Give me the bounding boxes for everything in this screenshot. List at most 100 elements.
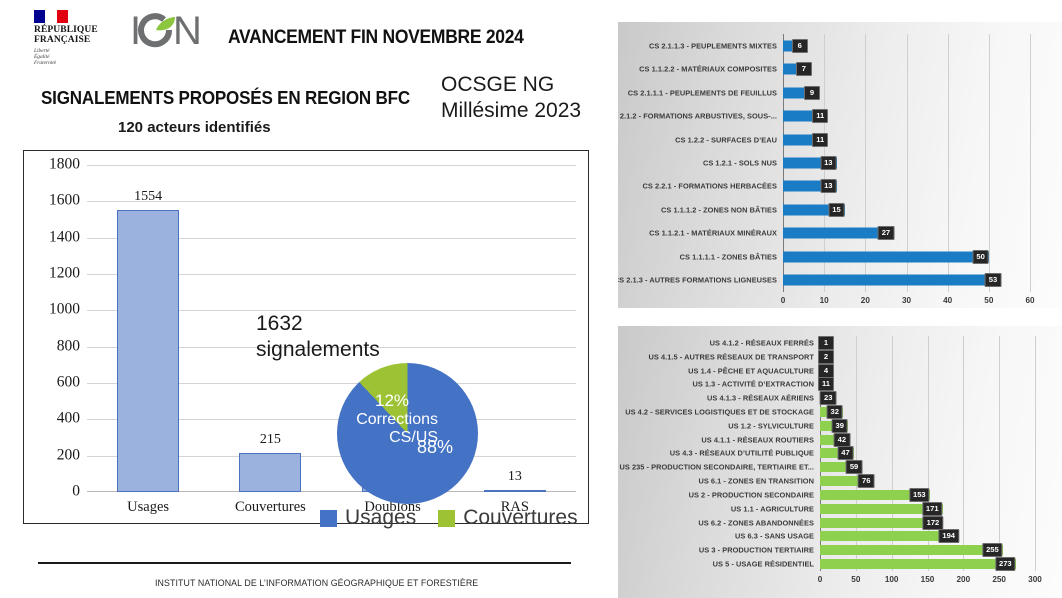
y-axis-tick: 1800	[49, 155, 80, 173]
svg-text:I: I	[131, 9, 141, 52]
category-label: US 4.1.2 - RÉSEAUX FERRÉS	[709, 338, 814, 348]
chart-row: US 6.3 - SANS USAGE 194	[735, 529, 1035, 544]
bar[interactable]	[820, 503, 943, 514]
bar-value-badge: 27	[877, 226, 895, 241]
chart-row: US 6.2 - ZONES ABANDONNÉES 172	[698, 515, 1035, 530]
gridline	[87, 346, 576, 348]
bar-value-badge: 11	[812, 132, 829, 147]
category-label: US 3 - PRODUCTION TERTIAIRE	[698, 545, 814, 555]
bar-value-badge: 172	[922, 515, 944, 530]
pie-center-title: Corrections CS/US	[356, 411, 438, 446]
total-signalements-annotation: 1632 signalements	[256, 311, 426, 363]
usage-du-sol-chart-panel: 0 50 100 150 200 250 300 US 4.1.2 - RÉSEAUX FER…	[618, 326, 1062, 598]
bar[interactable]	[820, 517, 944, 528]
chart-row: US 4.2 - SERVICES LOGISTIQUES ET DE STOC…	[625, 405, 1035, 420]
bar[interactable]	[783, 251, 989, 263]
bar-usages[interactable]	[117, 209, 180, 492]
bar-value-badge: 194	[938, 529, 960, 544]
bar-value-badge: 153	[908, 487, 930, 502]
svg-text:N: N	[173, 9, 202, 52]
ocsge-millesime-label: OCSGE NG Millésime 2023	[441, 72, 581, 124]
bar[interactable]	[820, 462, 863, 473]
legend-item-usages[interactable]: Usages	[320, 506, 416, 530]
bar[interactable]	[783, 274, 1002, 286]
chart-row: CS 1.2.1 - SOLS NUS 13	[703, 151, 1030, 174]
bar[interactable]	[783, 204, 845, 216]
chart-row: CS 2.2.1 - FORMATIONS HERBACÉES 13	[643, 175, 1030, 198]
actors-count-label: 120 acteurs identifiés	[118, 119, 271, 136]
gridline	[87, 165, 576, 166]
bar[interactable]	[783, 227, 895, 239]
x-axis-tick: 0	[817, 575, 823, 584]
gridline	[87, 201, 576, 203]
category-label: CS 2.1.1.3 - PEUPLEMENTS MIXTES	[648, 41, 777, 51]
chart-row: US 4.1.1 - RÉSEAUX ROUTIERS 42	[701, 432, 1035, 447]
bar[interactable]	[820, 489, 930, 500]
bar[interactable]	[783, 180, 837, 192]
corrections-pie-chart: 12% Corrections CS/US 88%	[337, 363, 478, 504]
gridline	[1035, 336, 1036, 571]
devise-egalite: Égalité	[34, 54, 50, 61]
chart-row: US 1.1 - AGRICULTURE 171	[731, 501, 1035, 516]
bar-value-badge: 76	[858, 474, 875, 489]
category-label: US 4.3 - RÉSEAUX D’UTILITÉ PUBLIQUE	[669, 448, 814, 458]
chart-row: US 5 - USAGE RÉSIDENTIEL 273	[713, 557, 1035, 572]
bar[interactable]	[820, 476, 875, 487]
bar-value-label: 13	[507, 468, 522, 484]
chart-row: US 1.3 - ACTIVITÉ D’EXTRACTION 11	[692, 377, 1035, 392]
category-label: CS 1.1.2.1 - MATÉRIAUX MINÉRAUX	[649, 228, 777, 238]
devise-liberte: Liberté	[34, 48, 50, 54]
gridline	[855, 336, 857, 571]
us-plot-area: 0 50 100 150 200 250 300 US 4.1.2 - RÉSEAUX FER…	[619, 335, 1042, 584]
category-label: US 6.1 - ZONES EN TRANSITION	[698, 476, 814, 486]
bar-value-badge: 13	[820, 179, 837, 194]
bar-value-badge: 47	[837, 446, 854, 461]
x-axis-tick: 100	[884, 575, 899, 584]
bar-value-badge: 6	[791, 38, 808, 53]
bar[interactable]	[820, 448, 854, 459]
category-label: US 235 - PRODUCTION SECONDAIRE, TERTIAIR…	[619, 462, 814, 472]
bar-value-badge: 11	[817, 377, 834, 392]
bar-couvertures[interactable]	[239, 452, 302, 492]
bar[interactable]	[783, 87, 821, 99]
bar-value-badge: 39	[831, 418, 848, 433]
bar[interactable]	[783, 157, 837, 169]
bar-value-badge: 42	[833, 432, 851, 447]
category-label: US 1.4 - PÊCHE ET AQUACULTURE	[688, 366, 814, 376]
bar-value-badge: 59	[845, 460, 863, 475]
bar[interactable]	[783, 134, 829, 146]
chart-row: CS 2.1.1.1 - PEUPLEMENTS DE FEUILLUS 9	[628, 81, 1030, 104]
chart-row: US 3 - PRODUCTION TERTIAIRE 255	[699, 543, 1035, 558]
bar[interactable]	[820, 531, 960, 542]
category-label: US 4.2 - SERVICES LOGISTIQUES ET DE STOC…	[625, 407, 814, 417]
category-label: US 2 - PRODUCTION SECONDAIRE	[688, 490, 814, 500]
category-label: CS 1.1.2.2 - MATÉRIAUX COMPOSITES	[639, 64, 777, 74]
x-axis-tick: 10	[819, 296, 829, 305]
bar-ras[interactable]	[483, 489, 546, 492]
legend-label-couvertures: Couvertures	[463, 506, 578, 529]
bar-value-badge: 7	[795, 62, 812, 77]
gridline	[947, 34, 949, 292]
gridline	[906, 34, 908, 292]
bar[interactable]	[820, 559, 1016, 570]
y-axis-tick: 800	[56, 337, 80, 355]
bar-value-badge: 1	[818, 335, 834, 350]
category-label: CS 2.1.1.1 - PEUPLEMENTS DE FEUILLUS	[627, 88, 777, 98]
pie-slice-label-couvertures: 12%	[375, 391, 410, 410]
category-label: US 4.1.5 - AUTRES RÉSEAUX DE TRANSPORT	[648, 352, 814, 362]
category-label: US 4.1.3 - RÉSEAUX AÉRIENS	[707, 393, 814, 403]
x-axis-tick: 50	[851, 575, 861, 584]
chart-row: CS 1.1.2.1 - MATÉRIAUX MINÉRAUX 27	[649, 222, 1030, 245]
bar-value-badge: 13	[820, 155, 837, 170]
y-axis-tick: 1000	[49, 300, 80, 318]
couverture-du-sol-chart-panel: 0 10 20 30 40 50 60 CS 2.1.1.3 - PEUPLEMENTS MI…	[618, 22, 1062, 308]
legend-item-couvertures[interactable]: Couvertures	[438, 506, 578, 530]
gridline	[87, 383, 576, 384]
category-label: CS 2.2.1 - FORMATIONS HERBACÉES	[642, 181, 777, 191]
x-axis-category: RAS	[500, 499, 529, 515]
x-axis-tick: 300	[1028, 575, 1042, 584]
bar[interactable]	[820, 545, 1003, 556]
bar[interactable]	[783, 110, 829, 122]
gridline	[988, 34, 990, 292]
gridline	[891, 336, 893, 571]
